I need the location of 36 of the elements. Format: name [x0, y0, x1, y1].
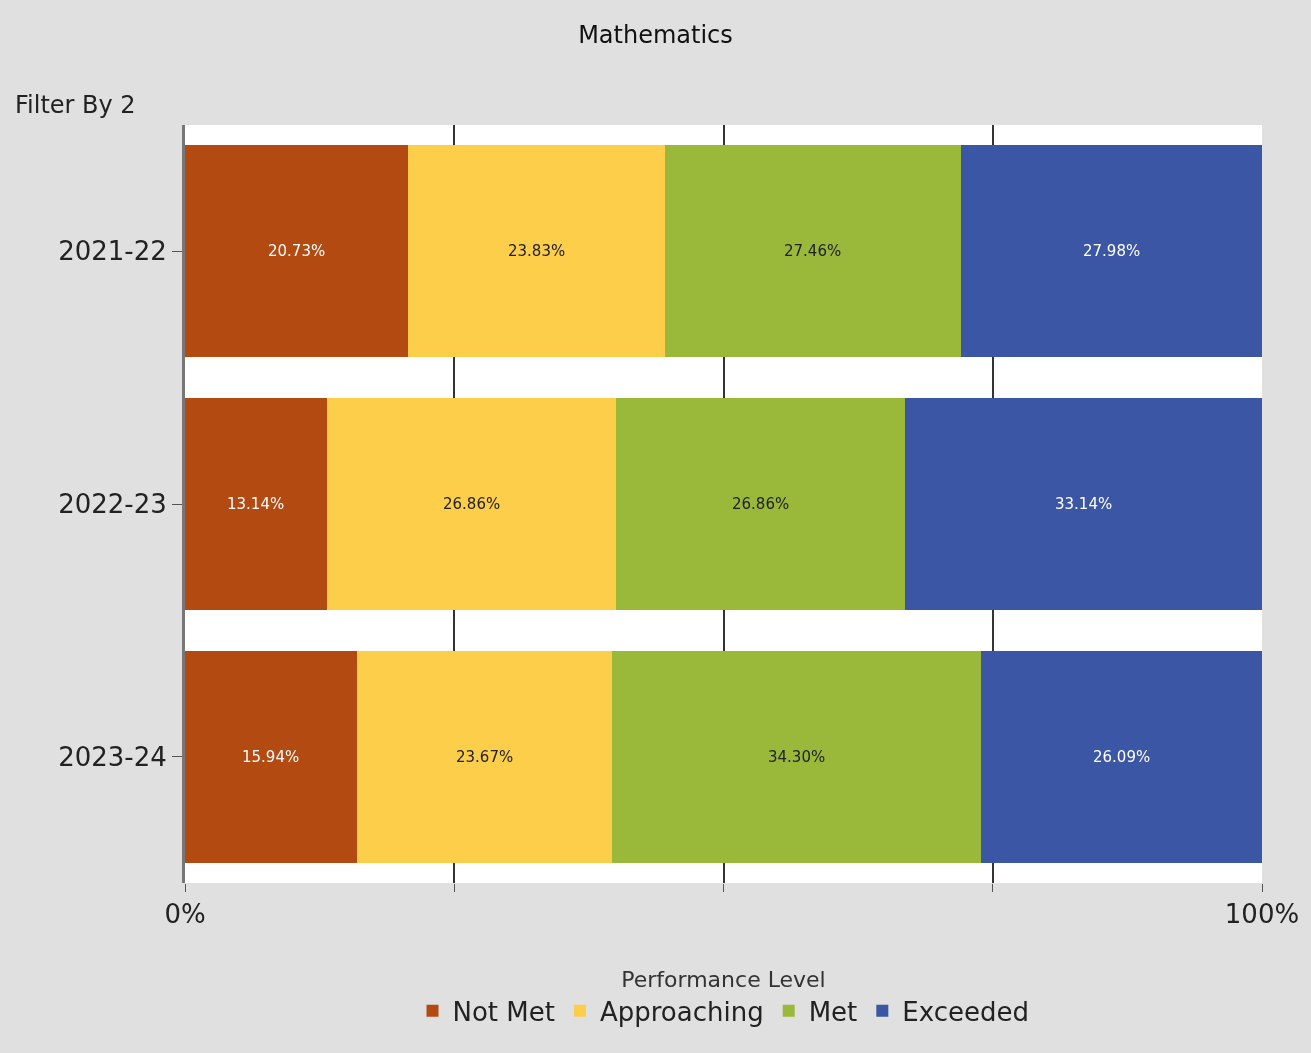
legend-label: Approaching — [599, 996, 764, 1027]
data-label: 27.98% — [1083, 242, 1141, 260]
y-tick-label: 2021-22 — [58, 236, 167, 267]
bar — [326, 397, 616, 611]
data-label: 26.86% — [443, 495, 501, 513]
bar — [185, 397, 327, 611]
legend-label: Met — [808, 996, 858, 1027]
bar — [408, 145, 665, 358]
x-tick-label: 0% — [164, 899, 206, 930]
data-label: 34.30% — [768, 748, 826, 766]
x-tick-label: 100% — [1224, 899, 1300, 930]
bar — [664, 145, 961, 358]
bar — [185, 145, 409, 358]
data-label: 33.14% — [1055, 495, 1113, 513]
y-tick-label: 2023-24 — [58, 741, 167, 772]
data-label: 13.14% — [227, 495, 285, 513]
legend-label: Not Met — [452, 996, 555, 1027]
data-label: 15.94% — [242, 748, 300, 766]
chart-title: Mathematics — [578, 21, 733, 50]
bar — [185, 650, 357, 863]
data-label: 26.09% — [1093, 748, 1151, 766]
bar — [981, 650, 1262, 863]
legend-label: Exceeded — [902, 996, 1029, 1027]
data-label: 23.67% — [456, 748, 514, 766]
data-label: 23.83% — [508, 242, 566, 260]
y-tick-label: 2022-23 — [58, 489, 167, 520]
bar — [611, 650, 982, 863]
bar — [960, 145, 1262, 358]
data-label: 20.73% — [268, 242, 326, 260]
y-axis-title: Filter By 2 — [15, 91, 136, 119]
bar — [905, 397, 1262, 611]
legend-title: Performance Level — [621, 967, 826, 993]
bar — [356, 650, 612, 863]
data-label: 26.86% — [732, 495, 790, 513]
data-label: 27.46% — [784, 242, 842, 260]
bar — [615, 397, 906, 611]
